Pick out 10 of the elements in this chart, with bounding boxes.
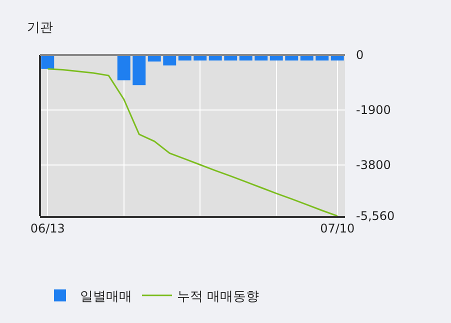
x-tick-label: 07/10 — [320, 221, 355, 236]
y-tick-label: -1900 — [356, 103, 391, 118]
legend-label: 누적 매매동향 — [177, 289, 260, 304]
line-series — [46, 68, 338, 216]
x-tick-label: 06/13 — [30, 221, 65, 236]
y-tick-label: -5,560 — [356, 209, 395, 224]
y-tick-label: -3800 — [356, 158, 391, 172]
legend-label: 일별매매 — [80, 289, 132, 304]
y-tick-label: 0 — [356, 48, 364, 62]
chart-title: 기관 — [27, 20, 54, 36]
